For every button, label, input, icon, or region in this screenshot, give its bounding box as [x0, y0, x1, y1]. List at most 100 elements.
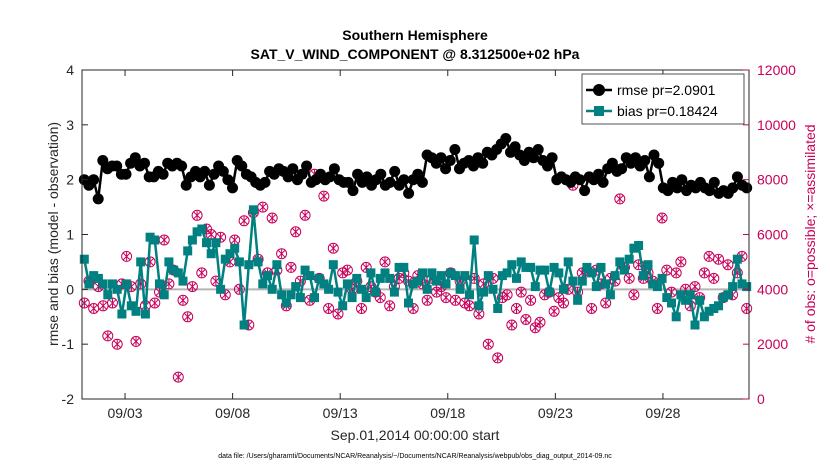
rmse-point	[593, 168, 604, 180]
bias-point	[169, 265, 179, 275]
bias-point	[84, 279, 94, 289]
x-tick-label: 09/23	[538, 405, 573, 421]
bias-point	[605, 290, 615, 300]
obs-assimilated-point	[334, 309, 342, 319]
obs-assimilated-point	[150, 298, 159, 308]
obs-possible-point	[421, 294, 433, 306]
bias-point	[310, 293, 319, 303]
obs-assimilated-point	[536, 317, 544, 327]
rmse-point	[88, 174, 100, 186]
obs-assimilated-point	[512, 304, 521, 314]
obs-assimilated-point	[658, 213, 667, 223]
chart-subtitle: SAT_V_WIND_COMPONENT @ 8.312500e+02 hPa	[251, 46, 580, 62]
rmse-point	[259, 176, 271, 188]
bias-point	[624, 254, 634, 264]
bias-point	[469, 235, 479, 245]
obs-assimilated-point	[113, 339, 122, 349]
obs-assimilated-point	[179, 295, 187, 305]
bias-point	[549, 262, 559, 272]
obs-assimilated-point	[672, 268, 681, 278]
bias-point	[324, 284, 334, 294]
rmse-point	[217, 165, 229, 177]
obs-possible-point	[534, 316, 546, 328]
bias-point	[305, 271, 315, 281]
rmse-point	[704, 185, 716, 197]
obs-possible-point	[219, 289, 231, 301]
bias-point	[155, 279, 164, 289]
bias-point	[357, 284, 366, 294]
legend-bias-marker	[594, 106, 604, 116]
bias-point	[140, 309, 150, 319]
bias-point	[620, 265, 629, 275]
obs-possible-point	[186, 281, 198, 293]
obs-assimilated-point	[493, 353, 502, 363]
obs-possible-point	[741, 303, 753, 314]
bias-point	[657, 273, 667, 283]
bias-point	[314, 273, 324, 283]
obs-assimilated-point	[183, 312, 192, 322]
rmse-point	[199, 165, 211, 177]
obs-assimilated-point	[160, 235, 169, 245]
rmse-point	[671, 182, 683, 194]
obs-assimilated-point	[714, 254, 723, 264]
y-tick-label-right: 4000	[757, 281, 788, 297]
obs-possible-point	[111, 338, 123, 350]
rmse-point	[389, 165, 401, 177]
rmse-point	[384, 176, 396, 188]
bias-point	[422, 284, 432, 294]
obs-possible-point	[614, 193, 626, 205]
bias-point	[530, 282, 540, 292]
obs-possible-point	[135, 278, 147, 290]
obs-assimilated-point	[521, 314, 530, 324]
bias-point	[253, 257, 263, 267]
bias-point	[587, 268, 597, 278]
y-tick-label-left: -2	[62, 391, 75, 407]
obs-assimilated-point	[691, 282, 699, 292]
obs-possible-point	[482, 338, 494, 350]
rmse-point	[731, 171, 743, 183]
bias-point	[460, 271, 470, 281]
bias-point	[258, 279, 268, 289]
rmse-point	[574, 174, 586, 186]
rmse-point	[662, 185, 674, 197]
rmse-point	[236, 160, 248, 172]
bias-point	[436, 271, 446, 281]
obs-assimilated-point	[554, 293, 563, 303]
bias-point	[319, 279, 329, 289]
obs-assimilated-point	[625, 273, 634, 283]
obs-assimilated-point	[99, 301, 108, 311]
obs-assimilated-point	[629, 290, 638, 300]
bias-point	[225, 249, 235, 259]
bias-point	[568, 276, 578, 286]
bias-point	[446, 268, 456, 278]
bias-point	[98, 279, 108, 289]
obs-assimilated-point	[103, 331, 112, 341]
rmse-point	[412, 168, 424, 180]
legend-box	[581, 73, 745, 125]
obs-assimilated-point	[174, 372, 183, 382]
obs-possible-point	[525, 294, 537, 306]
bias-point	[521, 262, 531, 272]
x-tick-label: 09/08	[215, 405, 250, 421]
bias-point	[704, 306, 714, 316]
obs-assimilated-point	[211, 276, 220, 286]
bias-point	[408, 279, 418, 289]
bias-point	[399, 262, 409, 272]
bias-point	[277, 290, 287, 300]
y-tick-label-left: 2	[66, 172, 74, 188]
obs-possible-point	[407, 303, 419, 314]
bias-point	[540, 265, 550, 275]
bias-point	[394, 262, 404, 272]
bias-point	[544, 287, 554, 297]
y-tick-label-right: 2000	[757, 336, 788, 352]
rmse-point	[597, 176, 609, 188]
y-tick-label-left: -1	[62, 336, 75, 352]
legend-bias-label: bias pr=0.18424	[617, 103, 718, 119]
bias-point	[89, 271, 99, 281]
obs-possible-point	[379, 256, 391, 268]
bias-point	[202, 238, 211, 248]
rmse-point	[616, 163, 628, 175]
bias-point	[375, 273, 385, 283]
bias-point	[234, 257, 244, 267]
y-tick-label-right: 0	[757, 391, 765, 407]
